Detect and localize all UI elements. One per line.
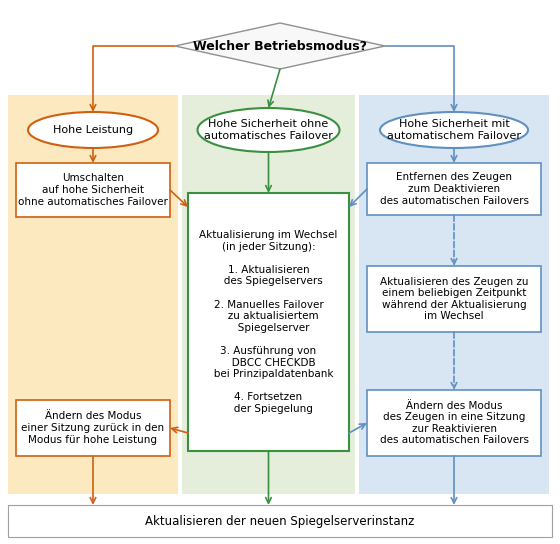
Polygon shape [175,23,385,69]
Bar [16,163,170,217]
Text: Ändern des Modus
des Zeugen in eine Sitzung
zur Reaktivieren
des automatischen F: Ändern des Modus des Zeugen in eine Sitz… [380,400,529,446]
Bar [359,95,549,494]
Text: Hohe Sicherheit mit
automatischem Failover: Hohe Sicherheit mit automatischem Failov… [387,119,521,141]
Text: Welcher Betriebsmodus?: Welcher Betriebsmodus? [193,40,367,53]
Bar [188,193,349,451]
Text: Hohe Leistung: Hohe Leistung [53,125,133,135]
Bar [8,505,552,537]
Ellipse shape [28,112,158,148]
Text: Aktualisieren des Zeugen zu
einem beliebigen Zeitpunkt
während der Aktualisierun: Aktualisieren des Zeugen zu einem belieb… [380,276,528,322]
Text: Aktualisierung im Wechsel
(in jeder Sitzung):

1. Aktualisieren
   des Spiegelse: Aktualisierung im Wechsel (in jeder Sitz… [199,230,338,414]
Bar [16,400,170,456]
Bar [367,390,541,456]
Text: Ändern des Modus
einer Sitzung zurück in den
Modus für hohe Leistung: Ändern des Modus einer Sitzung zurück in… [21,411,165,444]
Bar [367,266,541,332]
Bar [182,95,355,494]
Text: Hohe Sicherheit ohne
automatisches Failover: Hohe Sicherheit ohne automatisches Failo… [204,119,333,141]
Ellipse shape [198,108,339,152]
Bar [8,95,178,494]
Text: Umschalten
auf hohe Sicherheit
ohne automatisches Failover: Umschalten auf hohe Sicherheit ohne auto… [18,174,168,207]
Text: Entfernen des Zeugen
zum Deaktivieren
des automatischen Failovers: Entfernen des Zeugen zum Deaktivieren de… [380,172,529,206]
Ellipse shape [380,112,528,148]
Text: Aktualisieren der neuen Spiegelserverinstanz: Aktualisieren der neuen Spiegelserverins… [145,515,415,528]
Bar [367,163,541,215]
